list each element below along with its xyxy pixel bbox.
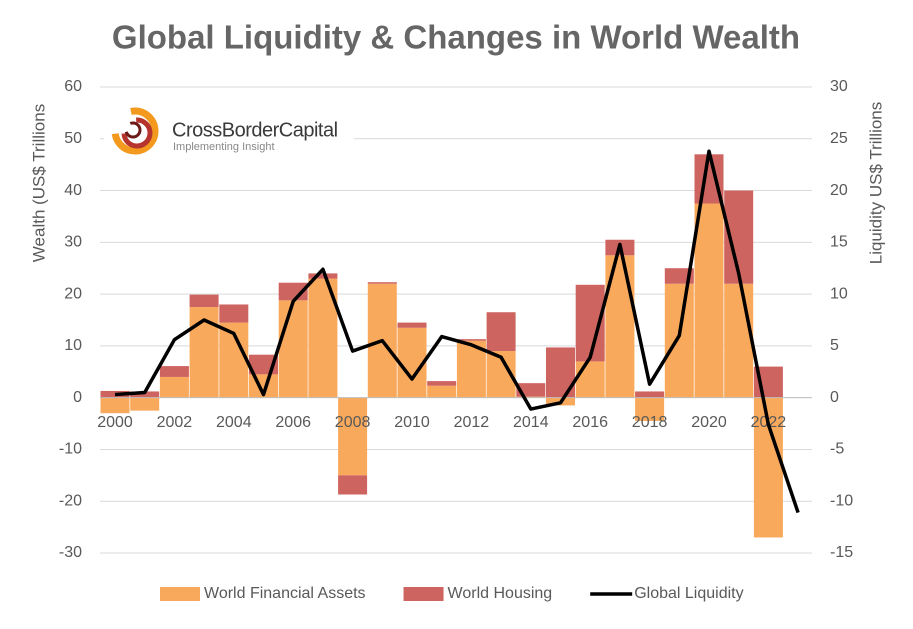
y2-tick-label: -5 bbox=[830, 441, 844, 458]
y-tick-label: 50 bbox=[64, 130, 82, 147]
y2-axis-title: Liquidity US$ Trillions bbox=[866, 102, 885, 265]
bar bbox=[338, 475, 368, 495]
line bbox=[114, 149, 800, 514]
legend-label: World Housing bbox=[448, 585, 553, 602]
bar bbox=[308, 273, 338, 279]
bar bbox=[159, 376, 189, 398]
bar bbox=[338, 397, 368, 476]
x-tick-label: 2008 bbox=[335, 414, 371, 431]
y-tick-label: -10 bbox=[59, 441, 82, 458]
bar bbox=[189, 307, 219, 398]
y-tick-label: 40 bbox=[64, 182, 82, 199]
legend-label: Global Liquidity bbox=[634, 585, 743, 602]
y2-tick-label: -15 bbox=[830, 544, 853, 561]
x-tick-label: 2012 bbox=[454, 414, 490, 431]
x-tick-label: 2004 bbox=[216, 414, 252, 431]
legend-label: World Financial Assets bbox=[204, 585, 366, 602]
x-tick-label: 2006 bbox=[275, 414, 311, 431]
y2-tick-label: -10 bbox=[830, 492, 853, 509]
y-axis-title: Wealth (US$ Trillions bbox=[29, 104, 48, 262]
y2-tick-label: 5 bbox=[830, 337, 839, 354]
bar bbox=[456, 339, 486, 341]
y-tick-label: 30 bbox=[64, 234, 82, 251]
bar bbox=[278, 300, 308, 398]
y2-tick-label: 15 bbox=[830, 234, 848, 251]
y2-tick-label: 0 bbox=[830, 389, 839, 406]
y2-tick-label: 20 bbox=[830, 182, 848, 199]
bar bbox=[486, 312, 516, 352]
x-tick-label: 2000 bbox=[97, 414, 133, 431]
x-tick-label: 2020 bbox=[691, 414, 727, 431]
bar bbox=[159, 366, 189, 377]
bar bbox=[130, 397, 160, 411]
bar bbox=[575, 361, 605, 398]
legend-swatch bbox=[160, 587, 200, 601]
logo-ring bbox=[121, 117, 153, 149]
bar bbox=[664, 283, 694, 398]
y-tick-label: 20 bbox=[64, 285, 82, 302]
y-tick-label: 10 bbox=[64, 337, 82, 354]
bar bbox=[397, 322, 427, 328]
bar bbox=[635, 397, 665, 421]
chart-title: Global Liquidity & Changes in World Weal… bbox=[112, 19, 800, 56]
x-tick-label: 2010 bbox=[394, 414, 430, 431]
bar bbox=[516, 396, 546, 398]
x-tick-label: 2014 bbox=[513, 414, 549, 431]
bar bbox=[427, 381, 457, 386]
y2-tick-label: 30 bbox=[830, 78, 848, 95]
y2-tick-label: 10 bbox=[830, 285, 848, 302]
y2-tick-label: 25 bbox=[830, 130, 848, 147]
y-tick-label: 60 bbox=[64, 78, 82, 95]
bar bbox=[694, 203, 724, 398]
bar bbox=[367, 282, 397, 284]
logo: CrossBorderCapital Implementing Insight bbox=[104, 98, 354, 170]
y-tick-label: -20 bbox=[59, 492, 82, 509]
legend: World Financial Assets World Housing Globa… bbox=[160, 585, 744, 602]
bar bbox=[427, 385, 457, 398]
bar bbox=[130, 391, 160, 398]
y-tick-label: -30 bbox=[59, 544, 82, 561]
y-tick-label: 0 bbox=[73, 389, 82, 406]
bar bbox=[100, 397, 130, 414]
bar bbox=[635, 391, 665, 398]
legend-swatch bbox=[403, 587, 444, 601]
bar bbox=[219, 304, 249, 323]
bar bbox=[724, 283, 754, 398]
logo-name: CrossBorderCapital bbox=[172, 119, 338, 141]
logo-ring bbox=[124, 121, 142, 139]
x-tick-label: 2002 bbox=[157, 414, 193, 431]
bar bbox=[189, 294, 219, 308]
logo-tagline: Implementing Insight bbox=[173, 141, 275, 153]
plot: -30 -20 -10 0 10 20 30 40 50 60 -15 -10 -5 0 5 10 15 20 25… bbox=[59, 78, 853, 561]
x-tick-label: 2018 bbox=[632, 414, 668, 431]
logo-ring bbox=[111, 107, 159, 155]
x-tick-label: 2016 bbox=[572, 414, 608, 431]
